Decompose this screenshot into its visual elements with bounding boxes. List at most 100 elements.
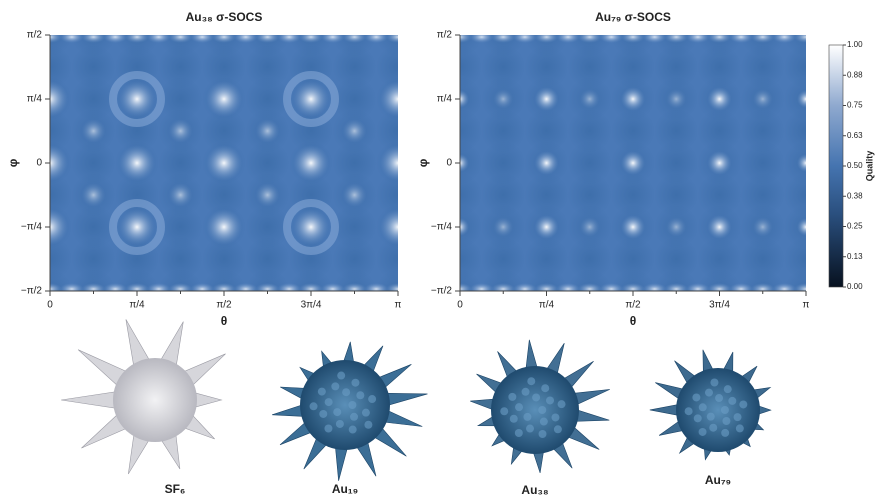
- edge-spot: [233, 283, 258, 291]
- structure-label: Au₃₈: [521, 483, 548, 497]
- bump: [551, 413, 560, 422]
- bump: [526, 424, 535, 433]
- bump: [709, 423, 718, 432]
- texture: [524, 173, 569, 217]
- bump: [739, 400, 748, 409]
- bright-spot: [255, 183, 280, 207]
- bump: [693, 414, 702, 423]
- bump: [698, 427, 707, 436]
- chart-title: Au₃₈ σ-SOCS: [186, 10, 263, 24]
- bump: [335, 419, 344, 428]
- edge-spot: [794, 283, 806, 291]
- edge-spot: [685, 283, 710, 291]
- texture: [71, 269, 116, 291]
- bump: [710, 378, 719, 387]
- x-tick-label: 3π/4: [709, 300, 730, 311]
- texture: [158, 45, 203, 89]
- edge-spot: [512, 35, 537, 43]
- bright-spot: [493, 89, 514, 109]
- bump: [557, 400, 566, 409]
- colorbar-tick-label: 0.75: [847, 101, 863, 110]
- bright-spot: [493, 217, 514, 237]
- bright-spot: [707, 151, 732, 175]
- edge-spot: [50, 283, 62, 291]
- bright-spot: [81, 119, 106, 143]
- bright-spot: [206, 145, 242, 181]
- edge-spot: [277, 283, 302, 291]
- texture: [481, 109, 526, 153]
- bump: [541, 384, 550, 393]
- edge-spot: [512, 283, 537, 291]
- heatmap-image: [50, 35, 398, 291]
- bump: [698, 403, 707, 412]
- bump: [333, 408, 342, 417]
- bump: [538, 406, 547, 414]
- structure-label: Au₇₉: [705, 473, 731, 487]
- bright-spot: [119, 81, 155, 117]
- edge-spot: [277, 35, 302, 43]
- texture: [158, 77, 203, 121]
- edge-spot: [685, 35, 710, 43]
- x-tick-label: π/2: [625, 300, 641, 311]
- edge-spot: [642, 35, 667, 43]
- core: [113, 358, 197, 442]
- edge-spot: [621, 283, 645, 291]
- y-tick-label: −π/4: [431, 222, 453, 233]
- bump: [523, 412, 532, 421]
- bright-spot: [206, 209, 242, 245]
- edge-spot: [621, 35, 645, 43]
- bright-spot: [579, 217, 600, 237]
- bump: [715, 394, 724, 403]
- edge-spot: [534, 35, 559, 43]
- colorbar-tick-label: 0.25: [847, 222, 863, 231]
- edge-spot: [190, 35, 215, 43]
- texture: [740, 269, 785, 291]
- y-tick-label: π/2: [27, 30, 43, 41]
- texture: [158, 205, 203, 249]
- texture: [740, 173, 785, 217]
- texture: [71, 237, 116, 281]
- texture: [524, 269, 569, 291]
- edge-spot: [233, 35, 258, 43]
- texture: [740, 141, 785, 185]
- colorbar-tick-label: 0.38: [847, 191, 863, 200]
- texture: [245, 77, 290, 121]
- texture: [71, 45, 116, 89]
- edge-spot: [707, 35, 732, 43]
- texture: [524, 237, 569, 281]
- bump: [331, 382, 340, 391]
- bump: [515, 403, 524, 412]
- molecule-rendering: [649, 349, 772, 461]
- colorbar-tick-label: 0.88: [847, 70, 863, 79]
- texture: [202, 173, 246, 217]
- bright-spot: [119, 209, 155, 245]
- bright-spot: [206, 81, 242, 117]
- texture: [697, 45, 742, 89]
- texture: [245, 269, 290, 291]
- texture: [654, 173, 699, 217]
- edge-spot: [342, 35, 367, 43]
- bright-spot: [50, 145, 68, 181]
- bright-spot: [380, 81, 398, 117]
- bright-spot: [460, 90, 469, 108]
- edge-spot: [664, 35, 689, 43]
- texture: [158, 269, 203, 291]
- texture: [611, 173, 655, 217]
- edge-spot: [103, 283, 128, 291]
- bright-spot: [342, 183, 367, 207]
- edge-spot: [794, 35, 806, 43]
- bright-spot: [293, 209, 329, 245]
- bright-spot: [81, 183, 106, 207]
- bright-spot: [119, 145, 155, 181]
- x-tick-label: 3π/4: [301, 300, 322, 311]
- texture: [697, 237, 742, 281]
- ring: [109, 71, 165, 127]
- texture: [332, 237, 377, 281]
- texture: [654, 109, 699, 153]
- texture: [332, 269, 377, 291]
- edge-spot: [364, 283, 389, 291]
- texture: [740, 237, 785, 281]
- texture: [611, 237, 655, 281]
- edge-spot: [534, 283, 559, 291]
- bright-spot: [707, 215, 732, 239]
